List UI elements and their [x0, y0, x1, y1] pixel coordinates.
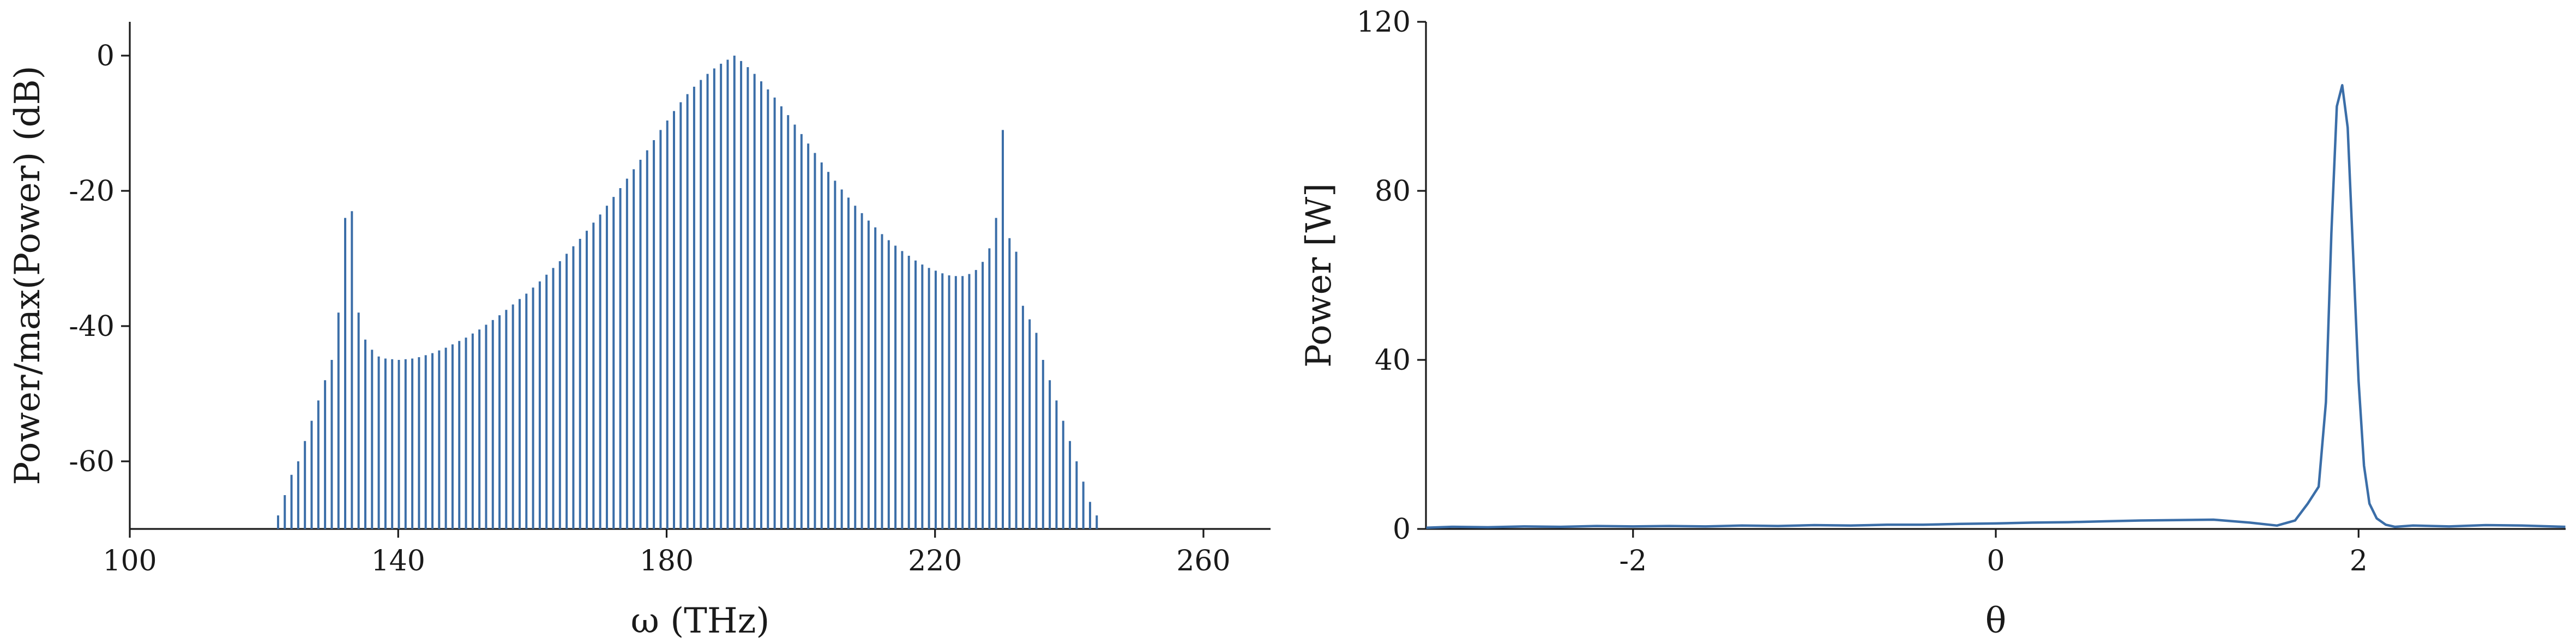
right-x-tick-label: 2: [2350, 545, 2368, 577]
right-y-axis-label: Power [W]: [1299, 183, 1339, 368]
left-y-tick-label: -60: [69, 446, 115, 478]
right-y-tick-label: 80: [1375, 175, 1411, 208]
left-x-tick-label: 180: [640, 545, 694, 577]
left-y-tick-label: -40: [69, 310, 115, 343]
left-y-tick-label: -20: [69, 175, 115, 208]
power-curve: [1426, 84, 2566, 529]
right-x-tick-label: 0: [1987, 545, 2005, 577]
spectrum-chart: 100 140 180 220 260 0 -20 -40 -60 ω (THz) Power/ma…: [8, 22, 1271, 641]
left-x-tick-label: 260: [1176, 545, 1230, 577]
left-x-axis-label: ω (THz): [631, 601, 770, 641]
right-x-axis-label: θ: [1985, 601, 2007, 641]
left-x-tick-label: 100: [103, 545, 157, 577]
right-x-tick-label: -2: [1619, 545, 1647, 577]
left-y-tick-label: 0: [97, 40, 115, 73]
right-y-tick-label: 40: [1375, 344, 1411, 377]
left-x-tick-label: 220: [908, 545, 962, 577]
left-x-tick-label: 140: [371, 545, 425, 577]
right-y-tick-label: 0: [1393, 513, 1411, 546]
left-y-axis-label: Power/max(Power) (dB): [8, 65, 48, 485]
right-y-tick-label: 120: [1357, 6, 1411, 39]
